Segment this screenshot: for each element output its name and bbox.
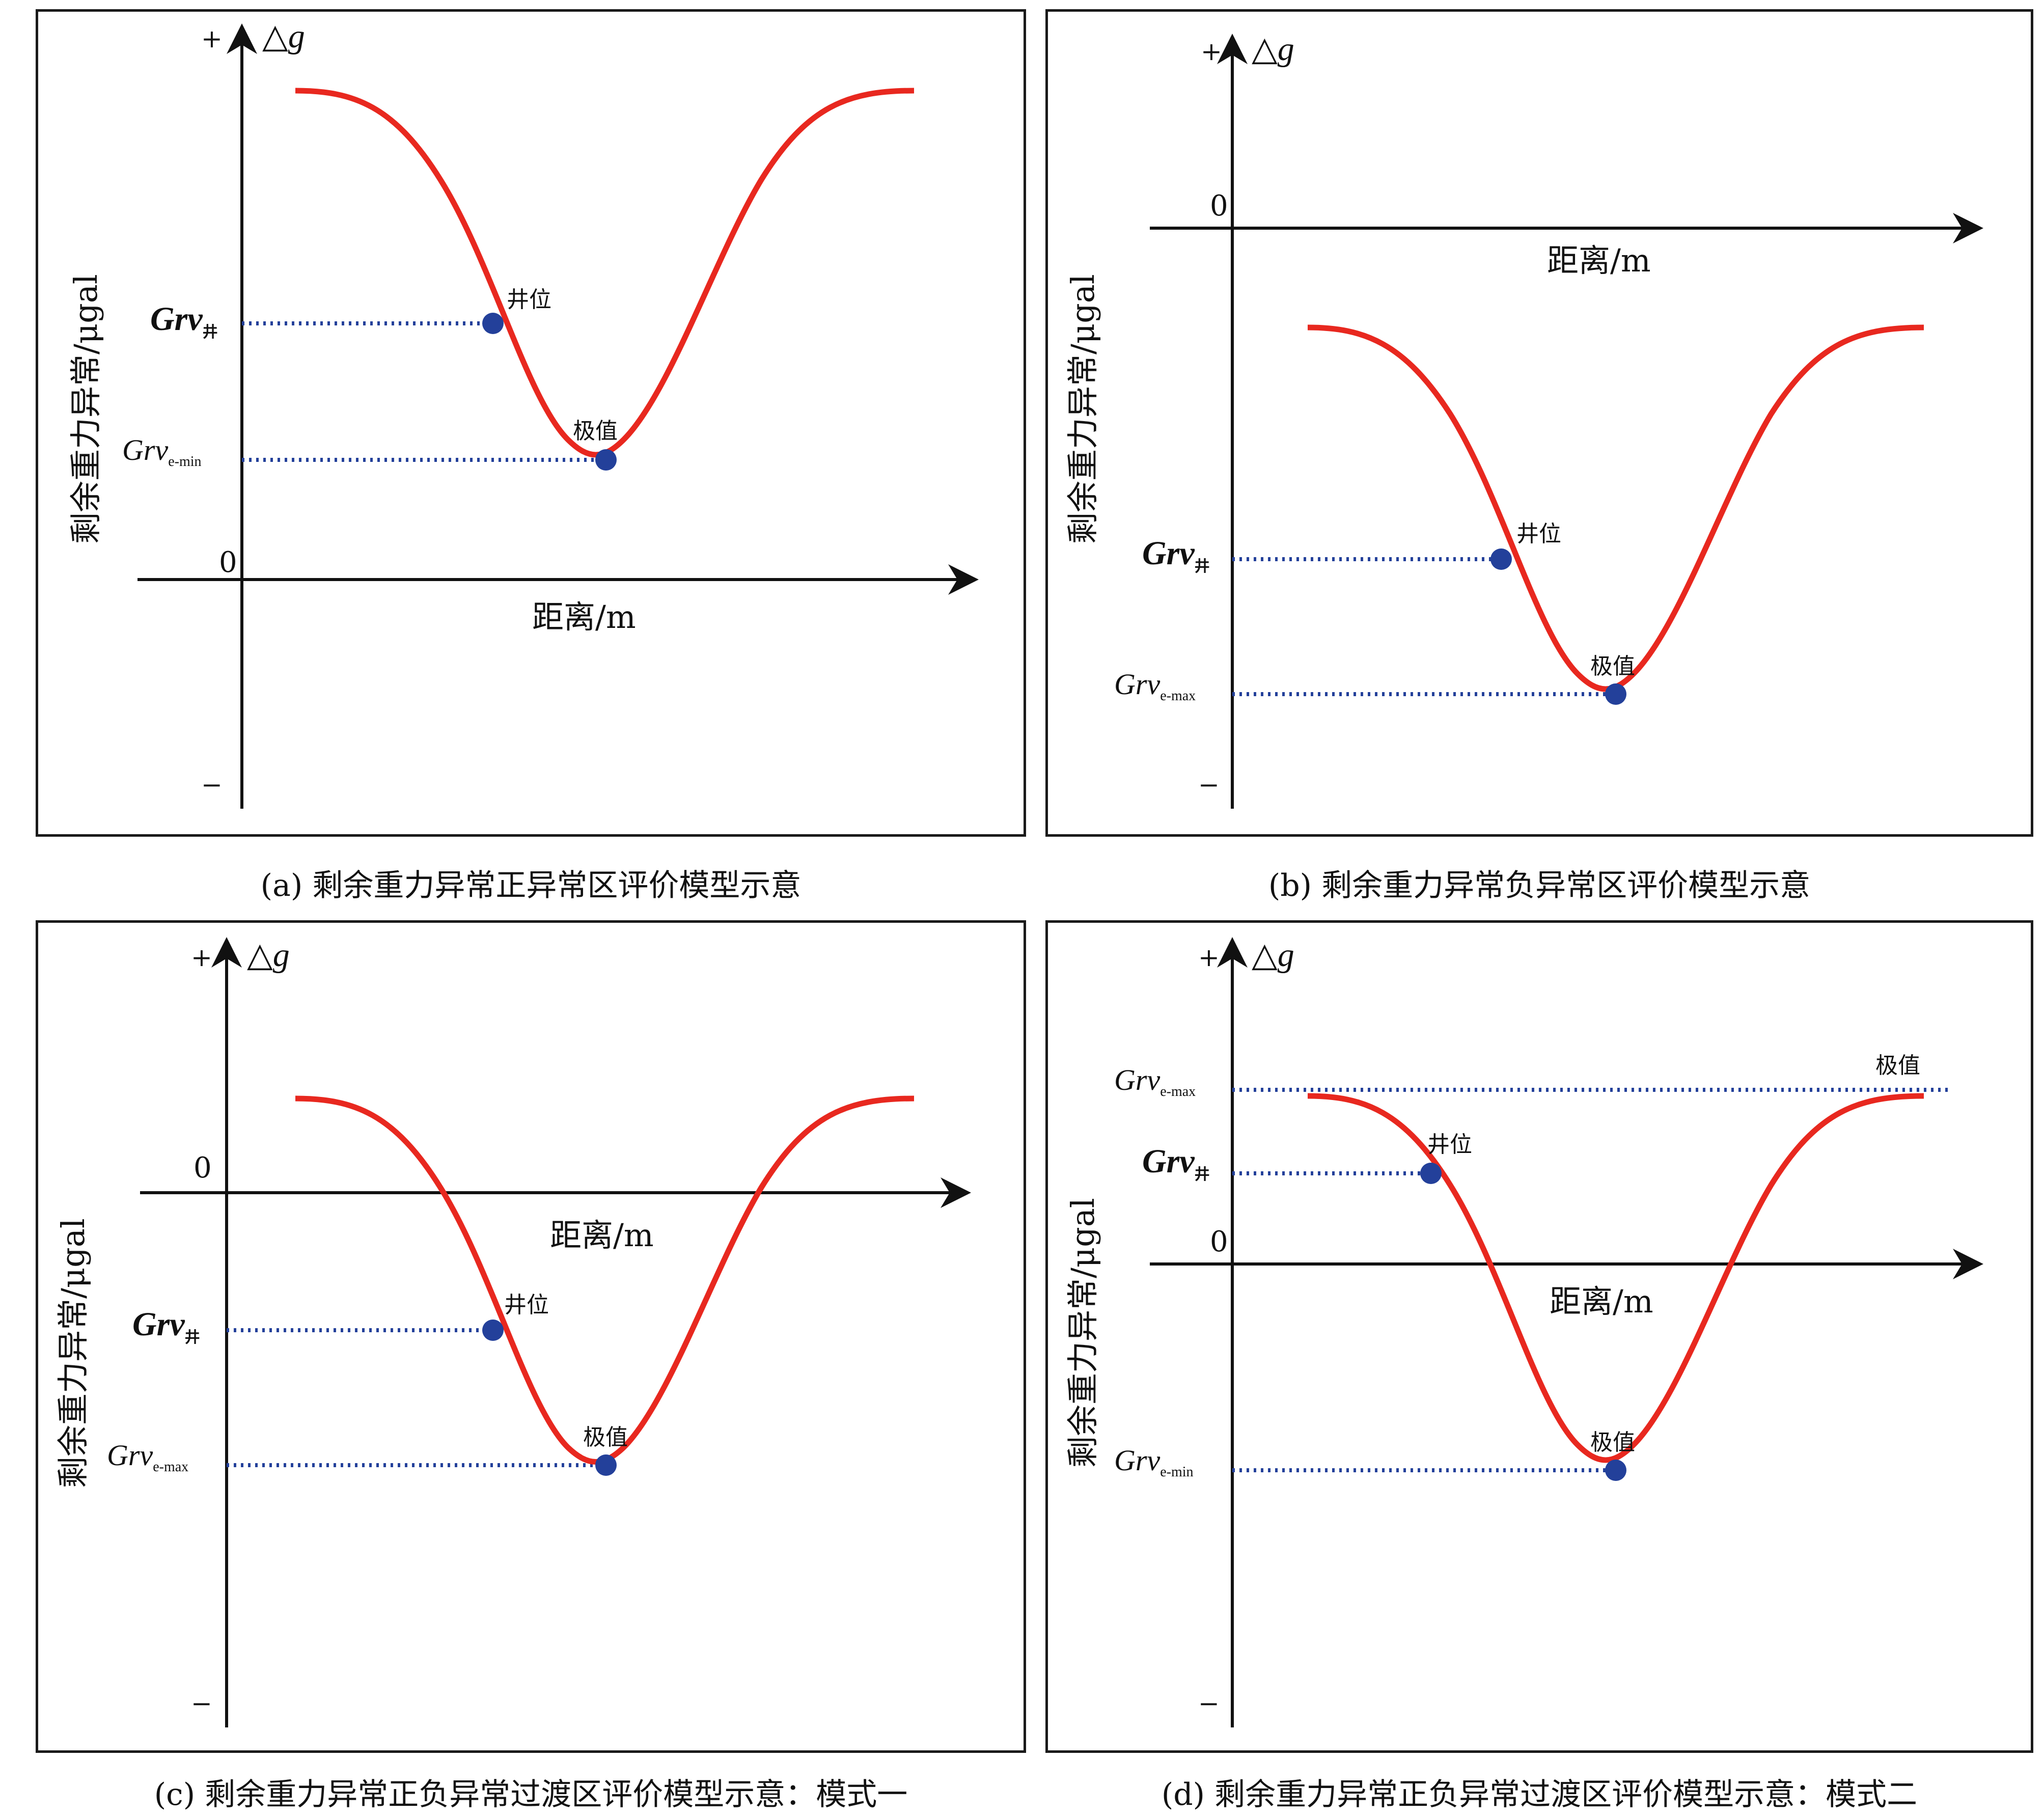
well-point	[482, 1320, 504, 1341]
gravity-curve	[295, 88, 915, 458]
extreme-point-label: 极值	[573, 418, 618, 444]
panel-b: + △g − 0 距离/m 剩余重力异常/μgal 井位 极值 Grv井 Grv…	[1045, 9, 2033, 837]
caption-d: (d) 剩余重力异常正负异常过渡区评价模型示意：模式二	[1161, 1777, 1918, 1812]
grv-well-label: Grv井	[132, 1306, 200, 1346]
grv-well-label: Grv井	[150, 300, 218, 341]
grv-extreme-min-label: Grve-min	[1114, 1444, 1194, 1480]
delta-g-label: △g	[1252, 937, 1294, 974]
x-axis-label: 距离/m	[1550, 1283, 1653, 1320]
panel-c: + △g − 0 距离/m 剩余重力异常/μgal 井位 极值 Grv井 Grv…	[36, 920, 1026, 1753]
y-axis-label: 剩余重力异常/μgal	[67, 274, 104, 544]
y-axis-label: 剩余重力异常/μgal	[1064, 274, 1101, 544]
extreme-point	[1605, 683, 1626, 705]
grv-extreme-label: Grve-max	[107, 1439, 188, 1475]
minus-sign: −	[191, 1689, 212, 1718]
grv-well-label: Grv井	[1142, 1143, 1210, 1183]
caption-c: (c) 剩余重力异常正负异常过渡区评价模型示意：模式一	[154, 1777, 908, 1812]
extreme-point-label: 极值	[1590, 1430, 1635, 1455]
minus-sign: −	[1198, 770, 1220, 800]
grv-extreme-max-label: Grve-max	[1114, 1063, 1196, 1100]
grv-extreme-label: Grve-min	[122, 433, 202, 470]
well-point-label: 井位	[1427, 1132, 1472, 1158]
minus-sign: −	[1198, 1689, 1220, 1718]
plus-sign: +	[1201, 37, 1222, 66]
extreme-point	[1605, 1460, 1626, 1481]
panel-a-diagram: + △g − 0 距离/m 剩余重力异常/μgal 井位 极值 Grv井 Grv…	[67, 18, 979, 809]
gravity-curve	[1307, 324, 1924, 692]
well-point	[482, 313, 504, 334]
gravity-curve	[295, 1095, 915, 1465]
x-axis-label: 距离/m	[550, 1217, 654, 1254]
y-axis-label: 剩余重力异常/μgal	[1064, 1198, 1101, 1468]
zero-label: 0	[194, 1151, 212, 1185]
caption-a: (a) 剩余重力异常正异常区评价模型示意	[260, 868, 802, 903]
delta-g-label: △g	[247, 937, 290, 974]
panel-d-diagram: + △g − 0 距离/m 剩余重力异常/μgal 极值 井位 极值 Grve-…	[1064, 937, 1983, 1727]
grv-extreme-label: Grve-max	[1114, 668, 1196, 704]
well-point-label: 井位	[507, 287, 551, 313]
plus-sign: +	[191, 943, 212, 972]
well-point-label: 井位	[504, 1292, 549, 1318]
well-point-label: 井位	[1516, 521, 1561, 547]
panel-c-diagram: + △g − 0 距离/m 剩余重力异常/μgal 井位 极值 Grv井 Grv…	[54, 937, 971, 1727]
plus-sign: +	[201, 24, 223, 53]
zero-label: 0	[1210, 1225, 1228, 1258]
extreme-point-label: 极值	[1590, 653, 1635, 679]
well-point	[1420, 1163, 1442, 1184]
plus-sign: +	[1198, 943, 1220, 972]
caption-b: (b) 剩余重力异常负异常区评价模型示意	[1268, 868, 1811, 903]
extreme-point	[595, 449, 617, 471]
extreme-point	[595, 1454, 617, 1476]
panel-d: + △g − 0 距离/m 剩余重力异常/μgal 极值 井位 极值 Grve-…	[1045, 920, 2033, 1753]
zero-label: 0	[1210, 189, 1228, 223]
x-axis-label: 距离/m	[532, 598, 636, 636]
well-point	[1490, 548, 1512, 570]
zero-label: 0	[219, 546, 237, 579]
extreme-point-label: 极值	[583, 1424, 628, 1450]
panel-b-diagram: + △g − 0 距离/m 剩余重力异常/μgal 井位 极值 Grv井 Grv…	[1064, 31, 1983, 809]
delta-g-label: △g	[262, 18, 305, 55]
panel-a: + △g − 0 距离/m 剩余重力异常/μgal 井位 极值 Grv井 Grv…	[36, 9, 1026, 837]
delta-g-label: △g	[1252, 31, 1294, 68]
minus-sign: −	[201, 770, 223, 800]
x-axis-label: 距离/m	[1547, 242, 1651, 279]
extreme-max-label: 极值	[1875, 1053, 1920, 1079]
y-axis-label: 剩余重力异常/μgal	[54, 1218, 92, 1488]
grv-well-label: Grv井	[1142, 535, 1210, 575]
gravity-curve	[1307, 1093, 1924, 1463]
